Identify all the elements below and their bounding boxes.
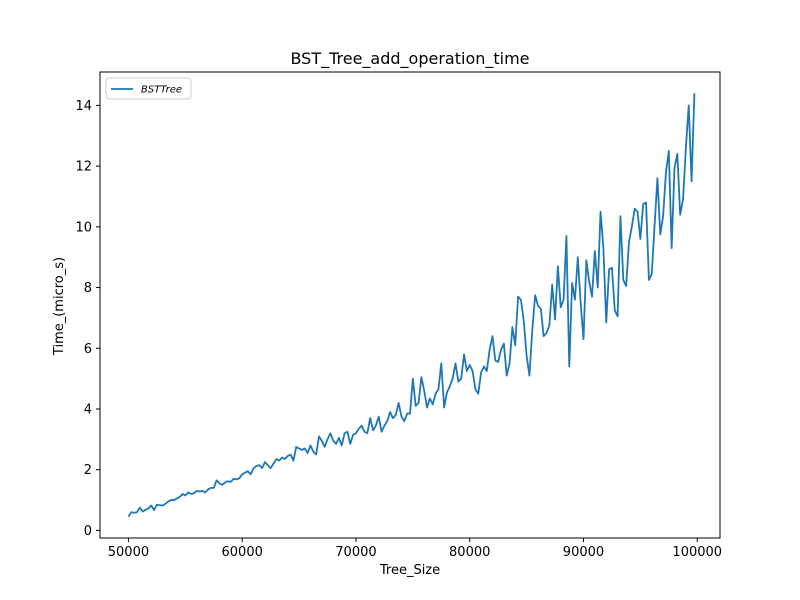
x-tick-label: 100000 [672, 545, 722, 560]
legend-box [105, 77, 192, 100]
series-line-0 [127, 93, 696, 518]
y-tick-label: 12 [75, 160, 92, 175]
plot-frame [99, 71, 721, 539]
x-tick-label: 50000 [108, 545, 149, 560]
legend-entry: BSTTree [141, 85, 182, 96]
x-tick-label: 80000 [449, 545, 490, 560]
y-axis-ticks: 0 2 4 6 8 10 12 14 [75, 99, 100, 539]
y-tick-label: 10 [75, 220, 92, 235]
x-tick-label: 90000 [563, 545, 604, 560]
x-axis-label: Tree_Size [379, 563, 440, 578]
x-axis-ticks: 50000 60000 70000 80000 90000 100000 [108, 538, 722, 560]
y-tick-label: 14 [75, 99, 92, 114]
y-tick-label: 8 [84, 281, 92, 296]
y-tick-label: 0 [84, 524, 92, 539]
x-tick-label: 60000 [222, 545, 263, 560]
y-tick-label: 4 [84, 402, 92, 417]
x-tick-label: 70000 [335, 545, 376, 560]
legend: BSTTree [105, 77, 192, 100]
chart-title: BST_Tree_add_operation_time [290, 49, 529, 69]
y-axis-label: Time_(micro_s) [52, 257, 67, 356]
y-tick-label: 2 [84, 463, 92, 478]
y-tick-label: 6 [84, 342, 92, 357]
series-layer [127, 93, 696, 518]
